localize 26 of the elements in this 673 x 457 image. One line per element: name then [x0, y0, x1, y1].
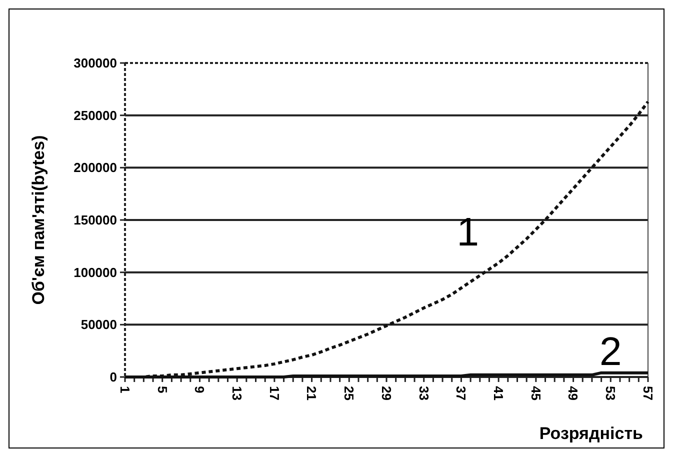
x-tick-label: 29	[378, 386, 394, 400]
x-tick-label: 13	[230, 386, 245, 400]
x-tick-label: 45	[528, 386, 544, 400]
x-tick-label: 57	[640, 386, 656, 400]
series-label: 2	[600, 330, 622, 374]
x-tick-label: 49	[566, 386, 581, 400]
x-tick-label: 37	[454, 386, 469, 400]
x-tick-label: 33	[416, 386, 432, 400]
x-tick-label: 25	[342, 386, 357, 400]
x-tick-label: 9	[192, 386, 208, 394]
y-tick-label: 0	[110, 370, 117, 385]
y-tick-label: 150000	[74, 212, 117, 228]
y-axis-title: Об'єм пам'яті(bytes)	[28, 135, 48, 305]
y-tick-label: 100000	[74, 264, 117, 280]
y-tick-label: 300000	[74, 56, 117, 71]
y-tick-label: 200000	[74, 160, 117, 176]
x-tick-label: 41	[491, 386, 506, 400]
y-tick-label: 50000	[80, 317, 117, 332]
x-tick-label: 21	[304, 386, 320, 400]
x-tick-label: 17	[266, 386, 282, 400]
x-tick-label: 53	[603, 386, 618, 400]
x-tick-label: 5	[154, 386, 170, 394]
series-label: 1	[456, 210, 480, 254]
x-axis-title: Розрядність	[539, 424, 643, 443]
x-tick-label: 1	[117, 386, 132, 394]
y-tick-label: 250000	[74, 108, 117, 123]
